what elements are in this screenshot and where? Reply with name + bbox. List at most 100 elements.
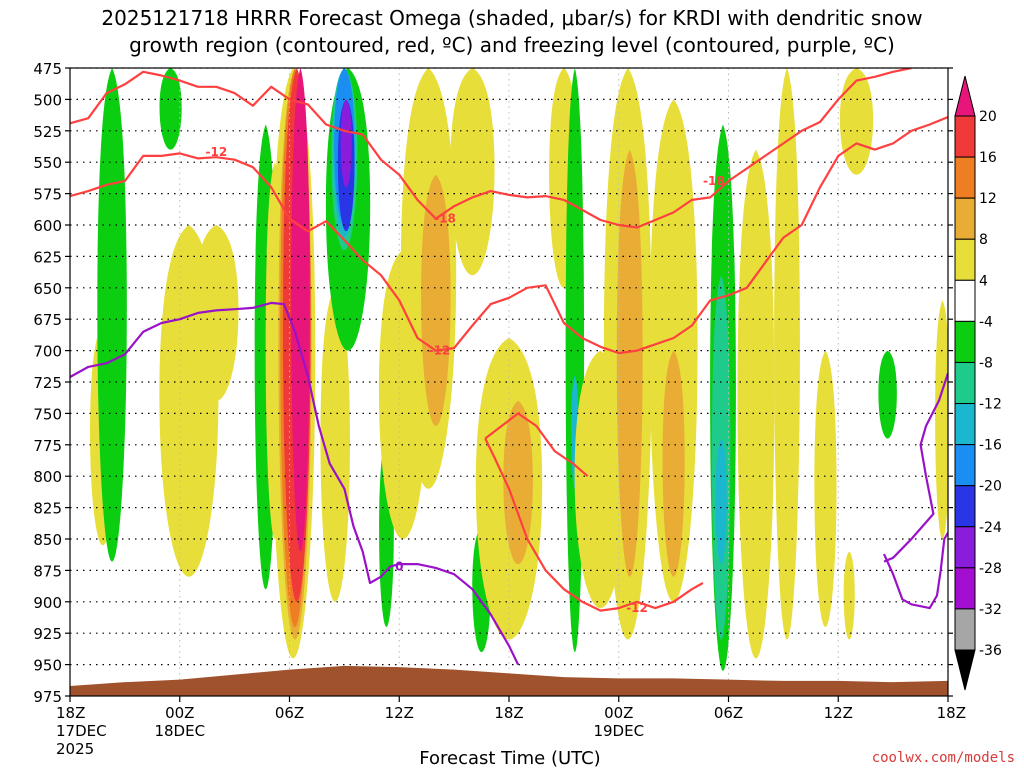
colorbar-label-4: 4 [979,273,988,289]
colorbar-bottom-triangle [954,649,976,691]
colorbar-label-3: 8 [979,232,988,248]
omega-yellow-band-19 [843,551,855,640]
colorbar-band-5 [954,279,976,322]
omega-yellow-band-15 [737,149,775,659]
dgz-label-3: -18 [703,174,725,188]
omega-magenta-band-01 [291,68,310,552]
colorbar-band-13 [954,608,976,651]
credit-text[interactable]: coolwx.com/models [872,750,1015,766]
axes: 475 500 525 550 575 600 625 650 675 700 725 750 775 8… [33,60,966,758]
omega-cyan-band-03 [715,438,727,565]
colorbar-label-8: -16 [979,438,1002,454]
y-tick-label-825: 825 [33,500,62,518]
omega-green-band-01 [97,68,127,562]
terrain-fill [70,665,948,696]
x-tick-label-0: 18Z [56,704,85,722]
colorbar-band-4 [954,238,976,281]
omega-yellow-band-06 [320,287,350,602]
plot-area: -12 -18 -12 -18 -12 0 [70,68,948,696]
colorbar-band-10 [954,485,976,528]
y-tick-label-475: 475 [33,60,62,78]
freezing-contour-freezing-level-main [70,301,520,666]
dgz-label-2: -12 [429,344,451,358]
colorbar-label-11: -28 [979,561,1002,577]
omega-yellow-band-17 [814,350,837,627]
colorbar-band-8 [954,403,976,446]
x-tick-year-0: 2025 [56,740,94,758]
y-tick-label-900: 900 [33,594,62,612]
dgz-contour-dgz-minus-12-lower-b [484,412,589,478]
dgz-contour-dgz-minus-12-lower [484,438,704,612]
colorbar-label-13: -36 [979,643,1002,659]
y-tick-label-525: 525 [33,123,62,141]
y-tick-label-575: 575 [33,186,62,204]
omega-orange-band-05 [662,350,685,577]
x-tick-label-30: 00Z [604,704,633,722]
freezing-contour-freezing-level-right-b [883,372,948,563]
omega-purple-band-01 [340,99,352,188]
y-tick-label-600: 600 [33,217,62,235]
y-tick-label-800: 800 [33,468,62,486]
x-tick-label-36: 06Z [714,704,743,722]
x-tick-sublabel-0: 17DEC [56,722,107,740]
omega-yellow-band-20 [935,300,948,539]
omega-orange-band-04 [616,149,643,577]
y-tick-label-500: 500 [33,91,62,109]
y-tick-label-550: 550 [33,154,62,172]
colorbar-band-3 [954,197,976,240]
dgz-label-0: -12 [205,145,227,159]
colorbar-band-12 [954,567,976,610]
omega-yellow-band-09 [450,68,495,276]
freezing-label-0: 0 [395,560,403,574]
colorbar-label-5: -4 [979,314,993,330]
omega-yellow-band-18 [839,68,874,175]
x-tick-label-24: 18Z [494,704,523,722]
y-tick-label-925: 925 [33,625,62,643]
omega-green-band-02 [159,68,182,150]
colorbar-band-11 [954,526,976,569]
omega-green-band-07 [565,68,585,653]
y-tick-label-625: 625 [33,248,62,266]
dgz-contour-dgz-minus-12-upper [70,115,948,355]
y-tick-label-650: 650 [33,280,62,298]
colorbar-band-2 [954,156,976,199]
omega-orange-band-02 [421,174,451,426]
omega-orange-band-03 [503,400,533,565]
colorbar-label-6: -8 [979,355,993,371]
freezing-contour-freezing-level-right [882,532,948,610]
x-axis-label: Forecast Time (UTC) [419,748,600,768]
colorbar-label-7: -12 [979,397,1002,413]
colorbar-label-2: 12 [979,191,997,207]
x-tick-sublabel-6: 18DEC [154,722,205,740]
y-tick-label-875: 875 [33,562,62,580]
x-tick-label-48: 18Z [937,704,966,722]
y-tick-label-975: 975 [33,688,62,706]
omega-yellow-band-16 [774,68,800,640]
colorbar-label-0: 20 [979,109,997,125]
y-tick-label-775: 775 [33,437,62,455]
dgz-label-4: -12 [626,601,648,615]
x-tick-label-42: 12Z [824,704,853,722]
x-tick-label-6: 00Z [165,704,194,722]
y-tick-label-700: 700 [33,343,62,361]
dgz-label-1: -18 [434,212,456,226]
omega-yellow-band-03 [194,225,239,401]
colorbar-label-1: 16 [979,150,997,166]
colorbar-label-10: -24 [979,520,1002,536]
colorbar-band-7 [954,361,976,405]
dgz-contour-dgz-upper-left [70,68,912,229]
chart-title-line2: growth region (contoured, red, ºC) and f… [129,33,895,57]
colorbar-band-6 [954,320,976,363]
colorbar-top-triangle [954,75,976,117]
colorbar-label-12: -32 [979,602,1002,618]
y-tick-label-675: 675 [33,311,62,329]
x-tick-label-12: 06Z [275,704,304,722]
y-tick-label-725: 725 [33,374,62,392]
colorbar: 20 16 12 8 4 -4 -8 -12 -16 -20 -24 -28 -32 -36 [954,75,1002,691]
y-tick-label-850: 850 [33,531,62,549]
colorbar-band-9 [954,444,976,487]
colorbar-band-1 [954,115,976,158]
chart-title-line1: 2025121718 HRRR Forecast Omega (shaded, … [101,6,922,30]
y-tick-label-950: 950 [33,657,62,675]
